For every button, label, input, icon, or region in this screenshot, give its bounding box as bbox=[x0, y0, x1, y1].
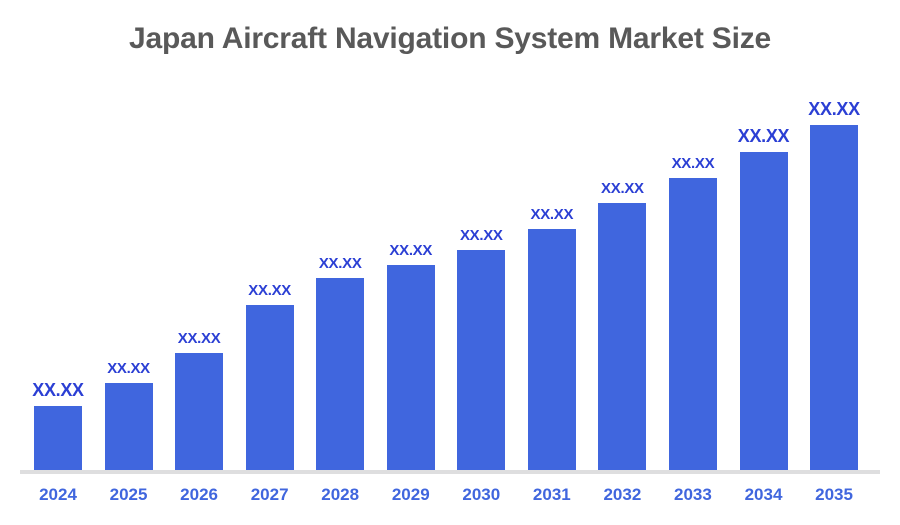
x-axis-label-2033: 2033 bbox=[674, 485, 712, 504]
chart-title: Japan Aircraft Navigation System Market … bbox=[129, 22, 771, 55]
x-axis-label-2035: 2035 bbox=[815, 485, 853, 504]
x-axis-label-2024: 2024 bbox=[39, 485, 77, 504]
bar-2032[interactable] bbox=[598, 203, 647, 470]
bar-2028[interactable] bbox=[316, 278, 365, 470]
x-axis-label-2031: 2031 bbox=[532, 485, 571, 504]
bar-2025[interactable] bbox=[104, 383, 153, 470]
x-axis-label-2025: 2025 bbox=[109, 485, 148, 504]
bar-2029[interactable] bbox=[386, 265, 435, 470]
bar-group-2034[interactable]: XX.XX 2034 bbox=[738, 0, 790, 525]
bar-group-2027[interactable]: XX.XX 2027 bbox=[245, 0, 294, 525]
bar-group-2025[interactable]: XX.XX 2025 bbox=[104, 0, 153, 525]
bar-value-label-2029: XX.XX bbox=[389, 242, 433, 259]
x-axis-label-2028: 2028 bbox=[321, 485, 360, 504]
bar-value-label-2035: XX.XX bbox=[808, 99, 860, 119]
bar-2033[interactable] bbox=[668, 178, 717, 470]
bar-2034[interactable] bbox=[739, 152, 788, 470]
bar-group-2029[interactable]: XX.XX 2029 bbox=[386, 0, 435, 525]
bar-value-label-2030: XX.XX bbox=[459, 227, 503, 244]
bar-2035[interactable] bbox=[810, 125, 859, 470]
bar-2030[interactable] bbox=[457, 250, 506, 470]
x-axis-label-2027: 2027 bbox=[250, 485, 289, 504]
x-axis-label-2032: 2032 bbox=[603, 485, 642, 504]
x-axis-label-2030: 2030 bbox=[462, 485, 501, 504]
bar-value-label-2031: XX.XX bbox=[530, 206, 574, 223]
bar-2031[interactable] bbox=[527, 229, 576, 470]
x-axis-label-2029: 2029 bbox=[391, 485, 430, 504]
x-axis-line bbox=[20, 470, 880, 474]
bar-group-2033[interactable]: XX.XX 2033 bbox=[668, 0, 717, 525]
bar-value-label-2025: XX.XX bbox=[107, 360, 150, 377]
bar-2026[interactable] bbox=[175, 353, 224, 470]
bar-group-2032[interactable]: XX.XX 2032 bbox=[598, 0, 647, 525]
bar-value-label-2028: XX.XX bbox=[318, 255, 362, 272]
bar-value-label-2027: XX.XX bbox=[248, 282, 291, 299]
bar-value-label-2033: XX.XX bbox=[671, 155, 715, 172]
x-axis-label-2026: 2026 bbox=[180, 485, 218, 504]
bar-group-2031[interactable]: XX.XX 2031 bbox=[527, 0, 576, 525]
bar-2024[interactable] bbox=[34, 406, 82, 470]
bar-group-2028[interactable]: XX.XX 2028 bbox=[316, 0, 365, 525]
x-axis-label-2034: 2034 bbox=[744, 485, 783, 504]
bar-group-2030[interactable]: XX.XX 2030 bbox=[457, 0, 506, 525]
bar-value-label-2032: XX.XX bbox=[601, 180, 644, 197]
bar-value-label-2024: XX.XX bbox=[32, 380, 84, 400]
bar-group-2024[interactable]: XX.XX 2024 bbox=[32, 0, 84, 525]
bar-group-2026[interactable]: XX.XX 2026 bbox=[175, 0, 224, 525]
bar-value-label-2034: XX.XX bbox=[737, 126, 790, 146]
bar-group-2035[interactable]: XX.XX 2035 bbox=[808, 0, 860, 525]
bar-value-label-2026: XX.XX bbox=[177, 330, 221, 347]
bar-2027[interactable] bbox=[245, 305, 294, 470]
